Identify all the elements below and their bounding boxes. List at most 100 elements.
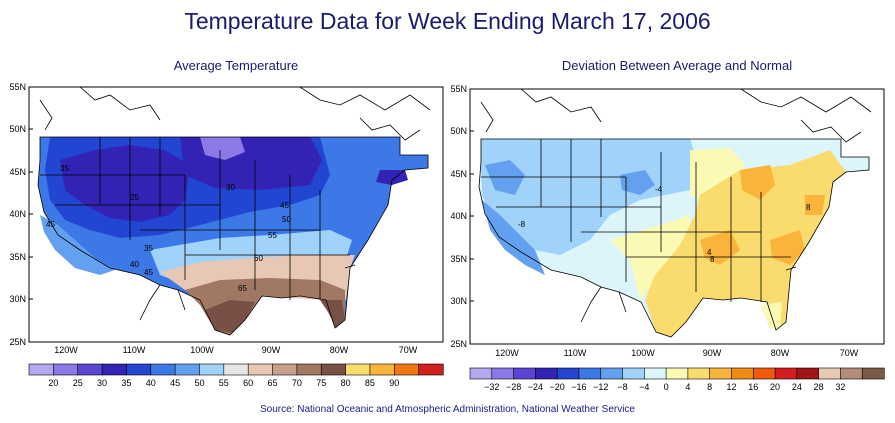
right-lon-label: 80W [771, 348, 790, 358]
right-lon-label: 90W [703, 348, 722, 358]
right-legend-label: −24 [528, 382, 543, 392]
left-legend-swatch [272, 363, 298, 376]
right-contour-labels: -8 -4 4 8 8 [518, 185, 811, 264]
left-contour-label: 65 [238, 284, 247, 293]
right-contour-label: -4 [655, 185, 663, 194]
left-legend-label: 25 [73, 378, 83, 388]
right-legend-swatch [556, 367, 580, 380]
right-deviation-fill [479, 139, 869, 337]
right-legend-label: 8 [707, 382, 712, 392]
left-legend-label: 35 [121, 378, 131, 388]
right-legend-label: −20 [550, 382, 565, 392]
left-legend-swatch [174, 363, 201, 376]
left-legend-swatch [150, 363, 176, 376]
right-legend-swatch [774, 367, 798, 380]
left-contour-label: 55 [268, 231, 277, 240]
left-lat-label: 40N [9, 209, 26, 219]
left-legend-swatch [77, 363, 103, 376]
left-legend-swatch [418, 363, 444, 376]
right-lat-label: 25N [450, 339, 467, 349]
left-legend: 20 25 30 35 40 45 50 55 60 65 70 75 80 85 90 [28, 363, 444, 388]
right-legend-swatch [535, 367, 558, 380]
right-lon-label: 110W [564, 348, 587, 358]
page-title: Temperature Data for Week Ending March 1… [184, 8, 711, 34]
left-lon-label: 80W [330, 345, 349, 355]
left-legend-swatch [247, 363, 274, 376]
left-legend-swatch [53, 363, 79, 376]
left-lat-label: 35N [9, 252, 26, 262]
left-legend-swatch [199, 363, 225, 376]
right-contour-label: 8 [806, 203, 811, 212]
left-lon-label: 70W [399, 345, 418, 355]
left-contour-label: 45 [46, 220, 55, 229]
left-map-borders [37, 87, 431, 336]
left-lat-label: 30N [9, 294, 26, 304]
left-legend-label: 65 [268, 378, 278, 388]
left-legend-label: 60 [243, 378, 253, 388]
right-lon-label: 120W [495, 348, 519, 358]
left-map-subtitle: Average Temperature [173, 58, 299, 73]
right-legend-swatch [752, 367, 776, 380]
right-legend-swatch [818, 367, 842, 380]
right-contour-label: 4 [707, 248, 712, 257]
right-lat-axis: 55N 50N 45N 40N 35N 30N 25N [450, 84, 474, 349]
right-legend-label: 0 [664, 382, 669, 392]
left-lon-label: 110W [123, 345, 146, 355]
right-legend-label: 20 [770, 382, 780, 392]
left-legend-label: 85 [365, 378, 375, 388]
left-legend-label: 70 [292, 378, 302, 388]
left-legend-swatch [320, 363, 347, 376]
right-legend-swatch [644, 367, 667, 380]
right-lat-label: 45N [450, 169, 467, 179]
left-legend-label: 75 [316, 378, 326, 388]
right-legend-label: 28 [814, 382, 824, 392]
right-legend-label: 4 [685, 382, 690, 392]
right-contour-label: 8 [710, 255, 715, 264]
right-legend-swatch [687, 367, 711, 380]
right-map-subtitle: Deviation Between Average and Normal [561, 58, 793, 73]
right-legend-label: −32 [484, 382, 499, 392]
left-contour-label: 30 [226, 183, 235, 192]
right-legend-label: −28 [506, 382, 521, 392]
left-legend-swatch [369, 363, 395, 376]
left-lat-label: 50N [9, 124, 26, 134]
right-legend-label: 12 [726, 382, 736, 392]
right-legend-swatch [491, 367, 515, 380]
right-legend-swatch [578, 367, 602, 380]
left-legend-swatch [296, 363, 322, 376]
left-lon-label: 90W [262, 345, 281, 355]
left-legend-label: 55 [219, 378, 229, 388]
left-contour-label: 45 [144, 268, 153, 277]
left-lat-axis: 55N 50N 45N 40N 35N 30N 25N [9, 82, 33, 347]
right-legend-label: −16 [571, 382, 586, 392]
right-legend-swatch [796, 367, 820, 380]
left-temperature-fill [38, 137, 428, 335]
right-legend-swatch [731, 367, 754, 380]
left-lon-axis: 120W 110W 100W 90W 80W 70W [54, 345, 418, 355]
left-contour-labels: 35 25 30 45 50 45 55 35 40 45 60 65 [46, 164, 291, 293]
left-legend-label: 20 [48, 378, 58, 388]
left-legend-swatch [393, 363, 420, 376]
right-lon-label: 100W [631, 348, 655, 358]
left-contour-label: 40 [130, 260, 139, 269]
right-legend-swatch [469, 367, 493, 380]
right-legend-label: 24 [792, 382, 802, 392]
left-legend-label: 30 [97, 378, 107, 388]
right-legend-swatch [622, 367, 645, 380]
left-lon-label: 100W [190, 345, 214, 355]
left-legend-label: 50 [194, 378, 204, 388]
left-legend-label: 40 [146, 378, 156, 388]
left-lat-label: 55N [9, 82, 26, 92]
right-legend-swatch [600, 367, 624, 380]
right-legend-label: 32 [835, 382, 845, 392]
left-contour-label: 35 [60, 164, 69, 173]
left-legend-label: 45 [170, 378, 180, 388]
right-legend-label: −12 [593, 382, 608, 392]
right-legend-label: −4 [639, 382, 649, 392]
left-lon-label: 120W [54, 345, 78, 355]
right-legend-swatch [861, 367, 885, 380]
right-lat-label: 30N [450, 296, 467, 306]
right-legend-swatch [709, 367, 733, 380]
left-legend-swatch [223, 363, 249, 376]
